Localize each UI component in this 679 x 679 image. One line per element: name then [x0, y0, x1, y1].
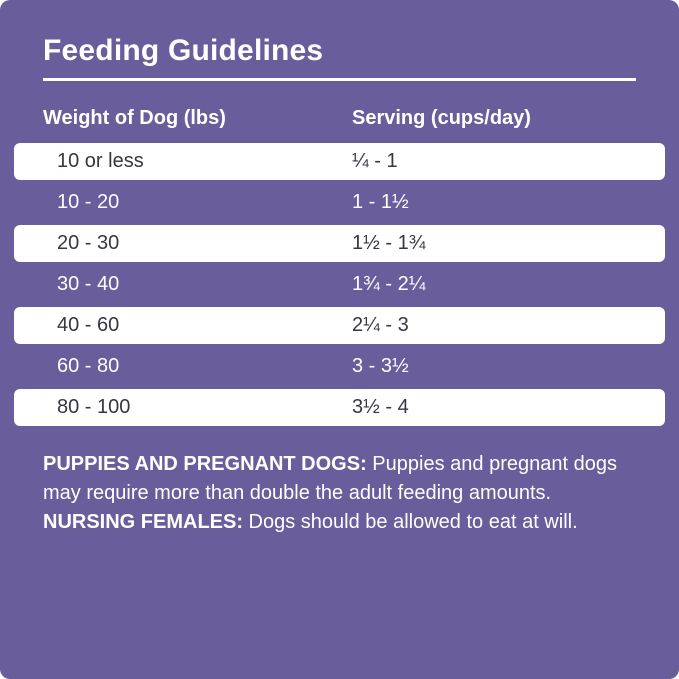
- serving-cell: ¼ - 1: [352, 150, 398, 172]
- column-header-serving: Serving (cups/day): [352, 107, 531, 129]
- weight-cell: 60 - 80: [57, 355, 120, 377]
- serving-cell: 1½ - 1¾: [352, 232, 426, 254]
- serving-cell: 2¼ - 3: [352, 314, 409, 336]
- serving-cell: 1 - 1½: [352, 191, 409, 213]
- notes-bold-puppies: PUPPIES AND PREGNANT DOGS:: [43, 453, 367, 475]
- column-header-weight: Weight of Dog (lbs): [43, 107, 226, 129]
- table-row: 10 or less ¼ - 1: [14, 143, 665, 180]
- serving-cell: 3 - 3½: [352, 355, 409, 377]
- table-row: 20 - 30 1½ - 1¾: [14, 225, 665, 262]
- notes-text-puppies: Puppies and pregnant dogs may require mo…: [43, 453, 617, 504]
- weight-cell: 40 - 60: [57, 314, 120, 336]
- page-title: Feeding Guidelines: [43, 34, 324, 67]
- title-divider: [43, 78, 636, 81]
- table-row: 40 - 60 2¼ - 3: [14, 307, 665, 344]
- serving-cell: 3½ - 4: [352, 396, 409, 418]
- notes-bold-nursing: NURSING FEMALES:: [43, 511, 243, 533]
- table-header-row: Weight of Dog (lbs) Serving (cups/day): [43, 107, 636, 130]
- weight-cell: 80 - 100: [57, 396, 131, 418]
- table-row: 80 - 100 3½ - 4: [14, 389, 665, 426]
- table-row: 30 - 40 1¾ - 2¼: [14, 266, 665, 303]
- weight-cell: 10 - 20: [57, 191, 120, 213]
- feeding-table: 10 or less ¼ - 1 10 - 20 1 - 1½ 20 - 30 …: [14, 143, 665, 426]
- weight-cell: 20 - 30: [57, 232, 120, 254]
- weight-cell: 30 - 40: [57, 273, 120, 295]
- serving-cell: 1¾ - 2¼: [352, 273, 426, 295]
- table-row: 60 - 80 3 - 3½: [14, 348, 665, 385]
- notes-text-nursing: Dogs should be allowed to eat at will.: [243, 511, 578, 533]
- feeding-notes: PUPPIES AND PREGNANT DOGS: Puppies and p…: [43, 450, 633, 537]
- weight-cell: 10 or less: [57, 150, 144, 172]
- table-row: 10 - 20 1 - 1½: [14, 184, 665, 221]
